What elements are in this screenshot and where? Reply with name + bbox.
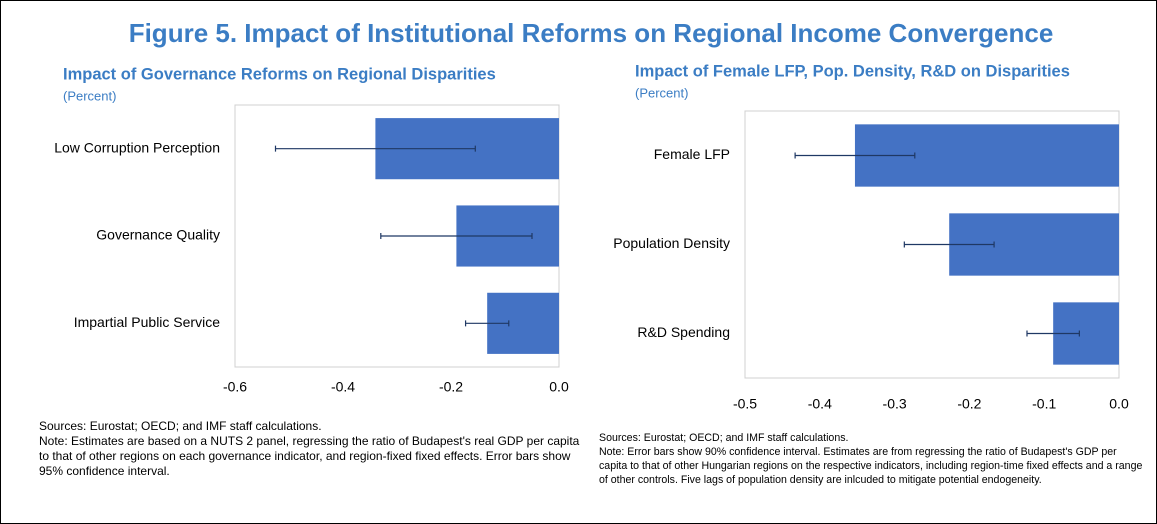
x-tick-label: -0.5 [733, 396, 757, 412]
notes: Sources: Eurostat; OECD; and IMF staff c… [39, 419, 584, 479]
y-tick-label: R&D Spending [637, 324, 730, 340]
figure-title: Figure 5. Impact of Institutional Reform… [129, 18, 1054, 48]
error-bar [903, 241, 995, 248]
chart-subtitle: (Percent) [635, 85, 688, 100]
error-bar [794, 152, 916, 159]
chart-subtitle: (Percent) [63, 88, 116, 103]
x-tick-label: -0.4 [808, 396, 832, 412]
note: Note: Error bars show 90% confidence int… [599, 446, 1143, 486]
sources: Sources: Eurostat; OECD; and IMF staff c… [599, 432, 849, 444]
error-bar [1026, 330, 1080, 337]
x-tick-label: -0.6 [223, 379, 247, 395]
x-tick-label: 0.0 [549, 379, 569, 395]
x-tick-label: -0.2 [439, 379, 463, 395]
error-bar [380, 233, 533, 239]
chart-title: Impact of Governance Reforms on Regional… [63, 65, 496, 83]
sources: Sources: Eurostat; OECD; and IMF staff c… [39, 419, 322, 433]
notes: Sources: Eurostat; OECD; and IMF staff c… [599, 431, 1147, 487]
y-tick-label: Female LFP [654, 146, 730, 162]
error-bar [274, 145, 476, 152]
x-tick-label: 0.0 [1109, 396, 1129, 412]
chart-title: Impact of Female LFP, Pop. Density, R&D … [635, 62, 1070, 80]
x-tick-label: -0.1 [1032, 396, 1056, 412]
note: Note: Estimates are based on a NUTS 2 pa… [39, 434, 580, 478]
y-tick-label: Impartial Public Service [74, 314, 220, 330]
y-tick-label: Governance Quality [96, 227, 220, 243]
y-tick-label: Low Corruption Perception [54, 139, 220, 155]
x-tick-label: -0.2 [957, 396, 981, 412]
y-tick-label: Population Density [613, 235, 730, 251]
x-tick-label: -0.3 [883, 396, 907, 412]
error-bar [464, 320, 510, 327]
x-tick-label: -0.4 [331, 379, 355, 395]
